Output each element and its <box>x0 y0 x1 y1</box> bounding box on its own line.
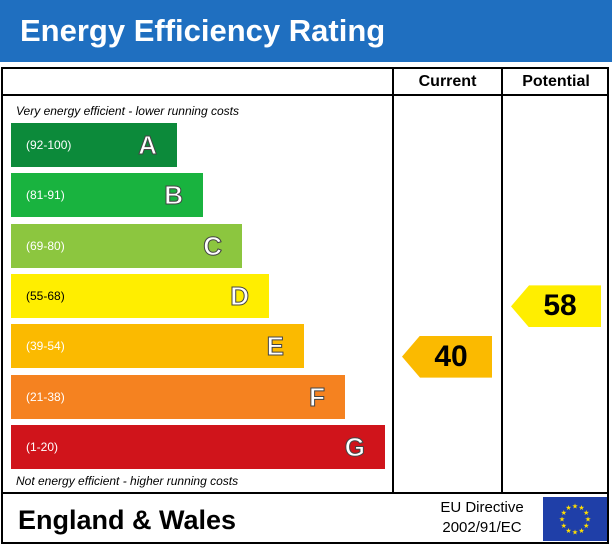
current-rating-arrow: 40 <box>402 335 492 378</box>
band-range: (21-38) <box>26 389 65 404</box>
bottom-note: Not energy efficient - higher running co… <box>16 474 239 488</box>
eu-flag-star: ★ <box>561 509 567 517</box>
eu-flag-star: ★ <box>578 504 584 512</box>
band-d: (55-68) D <box>11 273 269 318</box>
band-range: (69-80) <box>26 238 65 253</box>
eu-flag-star: ★ <box>572 529 578 537</box>
potential-rating-arrow-value: 58 <box>543 289 577 323</box>
region-label: England & Wales <box>18 505 237 535</box>
eu-flag-background <box>543 497 607 541</box>
band-range: (1-20) <box>26 439 59 454</box>
eu-directive-line1: EU Directive <box>440 499 524 516</box>
eu-flag-star: ★ <box>565 504 571 512</box>
column-divider-current <box>392 67 394 494</box>
eu-flag-star: ★ <box>585 516 591 524</box>
band-range: (55-68) <box>26 288 65 303</box>
top-note: Very energy efficient - lower running co… <box>16 104 239 118</box>
title-bar: Energy Efficiency Rating <box>0 0 612 62</box>
eu-flag-star: ★ <box>559 516 565 524</box>
page-title: Energy Efficiency Rating <box>20 13 386 48</box>
band-letter: A <box>138 130 158 161</box>
band-range: (39-54) <box>26 339 65 354</box>
potential-column-header: Potential <box>522 73 590 90</box>
band-letter: C <box>203 230 223 261</box>
rating-table <box>1 67 609 544</box>
eu-flag-star: ★ <box>583 522 589 530</box>
band-letter: D <box>230 280 250 311</box>
eu-flag-star: ★ <box>583 509 589 517</box>
header-divider <box>1 94 609 96</box>
band-f: (21-38) F <box>11 374 345 419</box>
column-divider-potential <box>501 67 503 494</box>
current-column-header: Current <box>418 73 477 90</box>
band-letter: F <box>309 381 326 412</box>
band-range: (81-91) <box>26 188 65 203</box>
eu-flag-icon: ★ ★★★★★★★★★★★ <box>543 497 607 541</box>
band-letter: B <box>164 180 184 211</box>
band-a: (92-100) A <box>11 123 177 167</box>
band-e: (39-54) E <box>11 324 304 369</box>
eu-flag-star: ★ <box>565 527 571 535</box>
current-rating-arrow-value: 40 <box>434 339 468 373</box>
potential-rating-arrow: 58 <box>511 285 601 328</box>
band-g: (1-20) G <box>11 424 385 469</box>
band-letter: E <box>266 331 284 362</box>
eu-flag-star: ★ <box>572 503 578 511</box>
footer-divider <box>1 492 609 494</box>
band-range: (92-100) <box>26 138 72 152</box>
eu-directive: EU Directive 2002/91/EC <box>420 498 544 538</box>
eu-flag-star: ★ <box>561 522 567 530</box>
eu-flag-star: ★ <box>578 527 584 535</box>
band-letter: G <box>344 431 365 462</box>
band-c: (69-80) C <box>11 223 242 268</box>
eu-directive-line2: 2002/91/EC <box>442 519 522 536</box>
band-b: (81-91) B <box>11 173 203 218</box>
